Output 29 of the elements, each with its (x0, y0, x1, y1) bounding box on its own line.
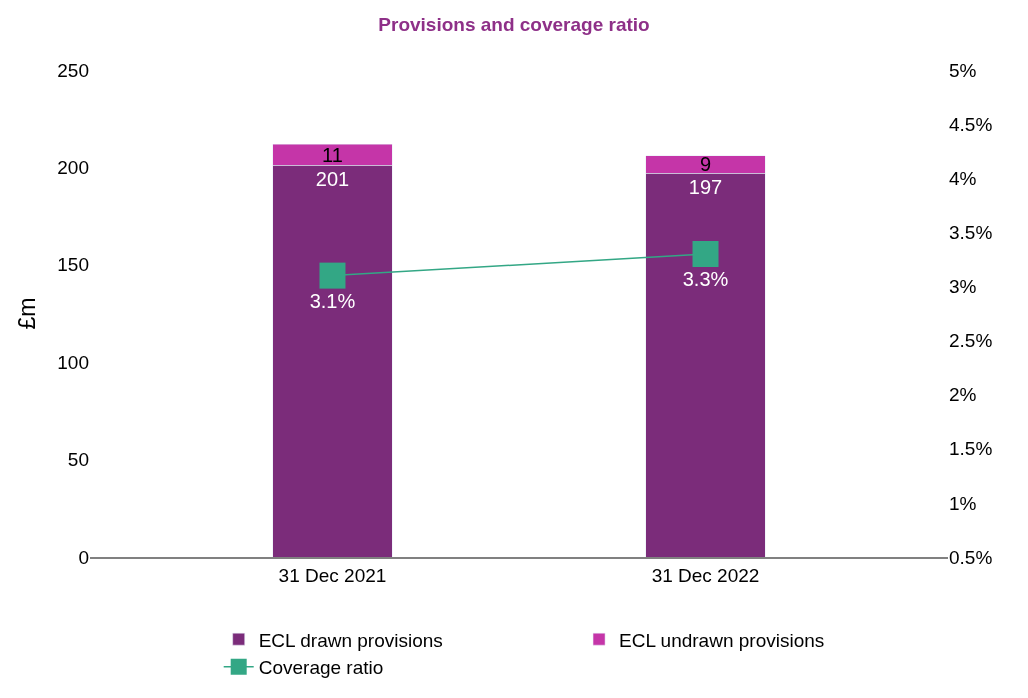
y2-tick-label: 3% (949, 276, 977, 298)
y-tick-label: 250 (57, 59, 89, 81)
y2-tick-label: 4.5% (949, 113, 993, 135)
y2-tick-label: 0.5% (949, 546, 993, 568)
legend-label: ECL undrawn provisions (619, 629, 825, 651)
y2-tick-label: 1% (949, 492, 977, 514)
x-tick-label: 31 Dec 2021 (278, 564, 387, 586)
x-tick-label: 31 Dec 2022 (651, 564, 760, 586)
data-label: 201 (315, 168, 350, 191)
y-tick-label: 0 (78, 546, 89, 568)
legend-label: Coverage ratio (258, 657, 384, 679)
y2-tick-label: 4% (949, 167, 977, 189)
y2-tick-label: 1.5% (949, 438, 993, 460)
chart-title: Provisions and coverage ratio (378, 13, 650, 35)
data-label: 11 (322, 143, 343, 166)
y2-tick-label: 5% (949, 59, 977, 81)
y-tick-label: 150 (57, 254, 89, 276)
data-label: 3.1% (309, 289, 356, 312)
y2-tick-label: 2.5% (949, 330, 993, 352)
y-axis-title: £m (13, 297, 40, 330)
y2-tick-label: 2% (949, 384, 977, 406)
legend-label: ECL drawn provisions (258, 629, 443, 651)
data-label: 197 (688, 176, 723, 199)
y-tick-label: 100 (57, 351, 89, 373)
data-label: 9 (699, 153, 712, 176)
y2-tick-label: 3.5% (949, 221, 993, 243)
y-tick-label: 50 (67, 449, 89, 471)
y-tick-label: 200 (57, 157, 89, 179)
data-label: 3.3% (682, 268, 729, 291)
